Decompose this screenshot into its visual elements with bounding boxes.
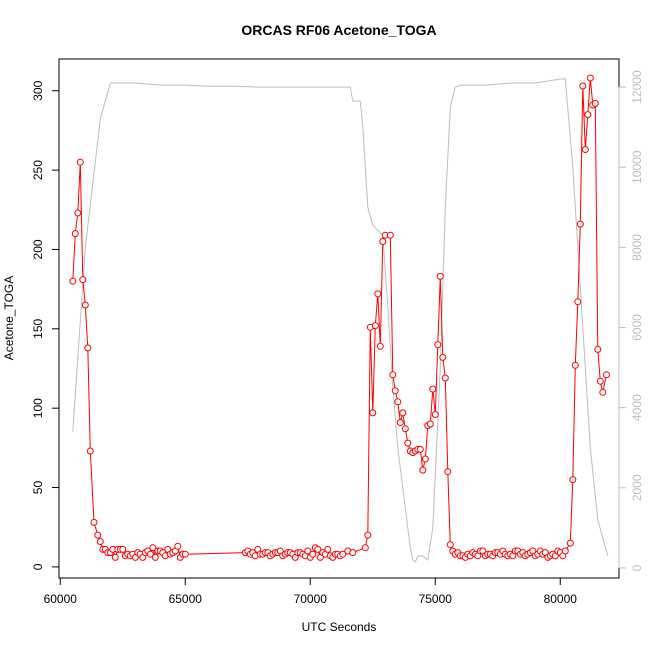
x-tick-label: 60000 xyxy=(44,592,78,606)
primary-series-point xyxy=(79,276,87,284)
y-axis-right: 0 2000 4000 6000 8000 10000 12000 xyxy=(618,70,644,571)
primary-series-point xyxy=(69,277,77,285)
primary-series-line xyxy=(72,77,607,560)
primary-series-point xyxy=(599,388,607,396)
primary-series-point xyxy=(584,111,592,119)
primary-series-point xyxy=(349,549,357,557)
primary-series-point xyxy=(419,466,427,474)
y-tick-label: 300 xyxy=(31,80,45,100)
primary-series-point xyxy=(369,409,377,417)
primary-series-point xyxy=(386,231,394,239)
primary-series-point xyxy=(396,419,404,426)
primary-series-point xyxy=(576,220,584,228)
primary-series-point xyxy=(391,387,399,395)
primary-series-point xyxy=(71,230,79,238)
primary-series-point xyxy=(96,538,104,545)
primary-series-point xyxy=(84,344,92,352)
primary-series-point xyxy=(94,531,102,539)
primary-series-point xyxy=(376,342,384,350)
primary-series-point xyxy=(389,371,397,379)
x-tick-label: 65000 xyxy=(169,592,203,606)
y2-tick-label: 4000 xyxy=(630,394,644,421)
primary-series-point xyxy=(151,553,159,561)
primary-series-point xyxy=(434,341,442,349)
primary-series-point xyxy=(594,345,602,353)
primary-series-point xyxy=(596,377,604,385)
y-axis-left: 0 50 100 150 200 250 300 xyxy=(31,80,60,570)
primary-series-point xyxy=(581,146,589,153)
primary-series-point xyxy=(446,541,454,549)
primary-series-point xyxy=(404,439,412,447)
primary-series-point xyxy=(361,544,369,552)
primary-series-point xyxy=(371,322,379,330)
y2-tick-label: 8000 xyxy=(630,234,644,261)
primary-series-point xyxy=(436,272,444,280)
primary-series-point xyxy=(426,420,434,428)
y2-tick-label: 6000 xyxy=(630,314,644,341)
primary-series-point xyxy=(90,518,98,526)
primary-series-point xyxy=(181,550,189,558)
primary-series-point xyxy=(429,385,437,393)
primary-series-point xyxy=(111,553,119,561)
primary-series-point xyxy=(174,542,182,550)
primary-series-point xyxy=(339,550,347,558)
primary-series-point xyxy=(86,447,94,455)
x-tick-label: 75000 xyxy=(419,592,453,606)
y-tick-label: 0 xyxy=(31,563,45,570)
primary-series-point xyxy=(399,409,407,417)
x-tick-label: 70000 xyxy=(294,592,328,606)
primary-series-point xyxy=(146,550,154,558)
x-axis-label: UTC Seconds xyxy=(302,620,377,634)
primary-series-point xyxy=(421,455,429,463)
primary-series-point xyxy=(591,99,599,107)
primary-series-point xyxy=(431,411,439,418)
primary-series-point xyxy=(374,290,382,298)
y-tick-label: 50 xyxy=(31,481,45,495)
x-tick-label: 80000 xyxy=(544,592,578,606)
primary-series-point xyxy=(394,398,402,406)
primary-series-point xyxy=(441,374,449,382)
primary-series-point xyxy=(379,238,387,245)
y-axis-label: Acetone_TOGA xyxy=(2,276,16,361)
primary-series-point xyxy=(314,545,322,553)
primary-series-point xyxy=(309,550,317,558)
y-tick-label: 150 xyxy=(31,318,45,338)
primary-series-point xyxy=(304,547,312,555)
y2-tick-label: 12000 xyxy=(630,70,644,104)
x-axis: 60000 65000 70000 75000 80000 xyxy=(44,577,578,606)
primary-series-point xyxy=(401,425,409,433)
primary-series-point xyxy=(74,209,82,217)
y2-tick-label: 10000 xyxy=(630,150,644,184)
primary-series-point xyxy=(324,545,332,553)
plot-frame xyxy=(58,58,620,579)
primary-series-point xyxy=(566,539,574,547)
primary-series-point xyxy=(579,82,587,90)
secondary-series-line xyxy=(72,78,609,563)
primary-series-point xyxy=(416,445,424,453)
y-tick-label: 250 xyxy=(31,160,45,180)
y2-tick-label: 2000 xyxy=(630,474,644,501)
primary-series-point xyxy=(364,531,372,539)
primary-series-point xyxy=(561,547,569,555)
primary-series-point xyxy=(119,545,127,553)
secondary-series-layer xyxy=(72,78,609,563)
primary-series-point xyxy=(149,544,157,552)
primary-series-point xyxy=(569,476,577,484)
primary-series-point xyxy=(444,468,452,476)
primary-series-point xyxy=(439,353,447,361)
chart-title: ORCAS RF06 Acetone_TOGA xyxy=(241,22,436,38)
primary-series-point xyxy=(81,301,89,309)
primary-series-layer xyxy=(69,74,610,561)
primary-series-point xyxy=(76,158,84,166)
y2-tick-label: 0 xyxy=(630,564,644,571)
primary-series-point xyxy=(571,361,579,369)
primary-series-point xyxy=(603,371,610,379)
primary-series-point xyxy=(574,298,582,306)
primary-series-point xyxy=(586,74,594,82)
y-tick-label: 200 xyxy=(31,239,45,259)
y-tick-label: 100 xyxy=(31,398,45,418)
